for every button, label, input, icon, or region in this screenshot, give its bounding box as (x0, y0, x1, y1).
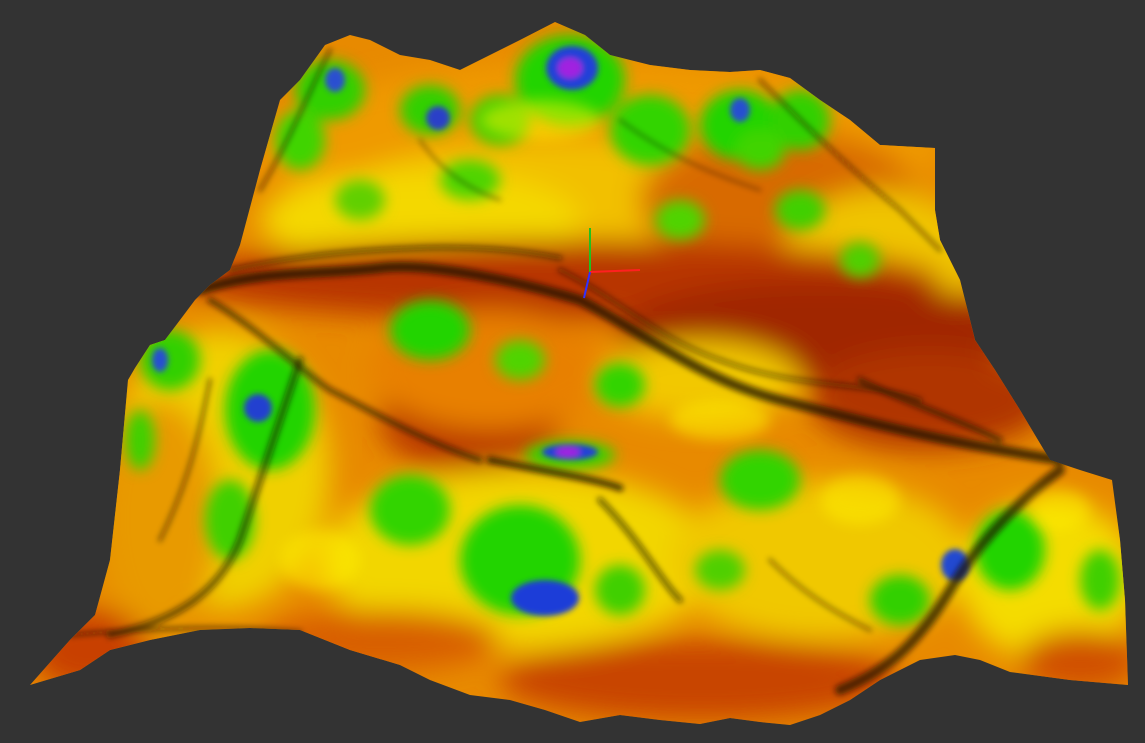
axis-z-line (583, 271, 591, 299)
terrain-highlights (280, 100, 1090, 590)
terrain-ridge-shadows (68, 48, 1065, 695)
axis-x-line (589, 269, 641, 273)
axis-gizmo (583, 228, 641, 299)
terrain-blue-spots (152, 46, 969, 616)
